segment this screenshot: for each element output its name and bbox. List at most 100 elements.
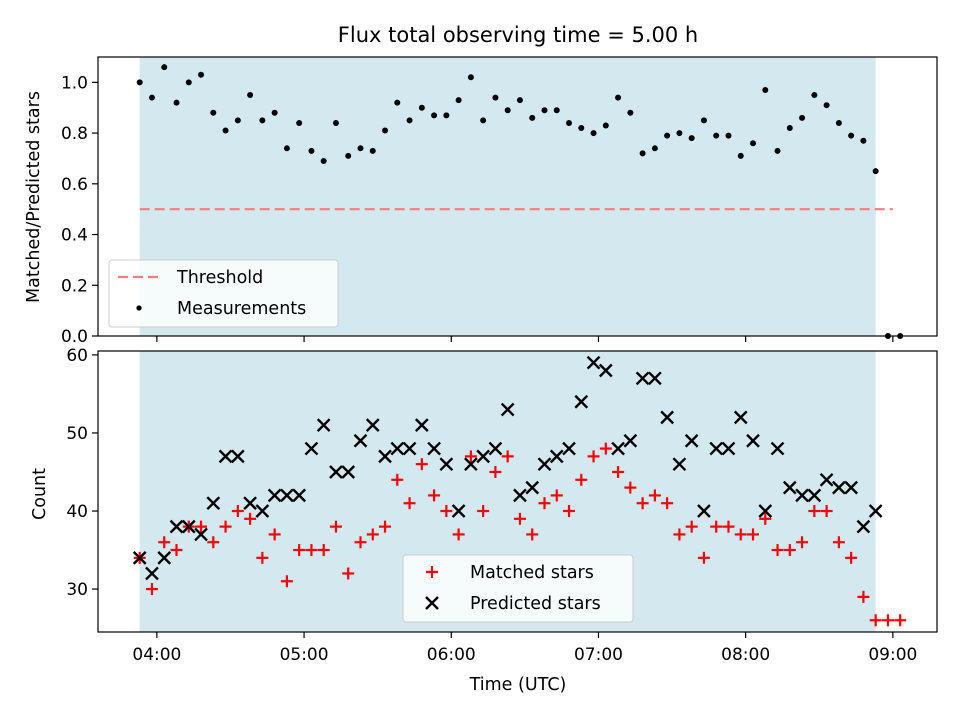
bottom-legend: Matched stars Predicted stars (402, 554, 634, 623)
matched-star-point (293, 544, 306, 557)
predicted-star-point (635, 371, 650, 386)
measurement-point (148, 94, 155, 101)
measurement-point (664, 132, 671, 139)
predicted-star-point (697, 504, 711, 518)
measurement-point (247, 92, 254, 99)
matched-star-point (734, 528, 747, 541)
predicted-star-point (402, 441, 417, 456)
matched-star-point (391, 473, 404, 486)
predicted-star-point (194, 527, 208, 542)
matched-star-point (305, 544, 318, 557)
matched-star-point (158, 536, 171, 549)
measurement-point (737, 152, 744, 159)
predicted-star-point (574, 394, 589, 409)
measurement-point (835, 119, 842, 126)
matched-star-point (857, 590, 870, 603)
top-panel: 0.0 0.2 0.4 0.6 0.8 1.0 Flux total observing … (24, 23, 938, 347)
matched-star-point (550, 489, 563, 502)
legend-matched-swatch (426, 566, 438, 578)
matched-star-point (244, 512, 257, 525)
matched-star-point (452, 528, 465, 541)
x-tick-label: 06:00 (427, 645, 476, 665)
measurement-point (455, 97, 462, 104)
measurement-point (713, 132, 720, 139)
predicted-star-point (316, 418, 331, 433)
measurement-point (320, 157, 327, 164)
measurement-point (872, 168, 879, 175)
matched-star-point (256, 551, 269, 564)
matched-star-point (366, 528, 379, 541)
measurement-point (774, 147, 781, 154)
predicted-star-point (537, 457, 552, 472)
y-tick-label: 0.8 (61, 124, 88, 144)
bottom-plot-frame (97, 350, 938, 633)
matched-star-point (599, 442, 612, 455)
measurement-point (173, 99, 180, 106)
measurement-point (234, 117, 241, 124)
measurement-point (406, 117, 413, 124)
predicted-star-point (267, 488, 282, 503)
legend-measurements-label: Measurements (177, 299, 306, 319)
predicted-star-point (684, 433, 699, 448)
predicted-star-point (157, 550, 172, 565)
predicted-star-point (329, 465, 343, 479)
predicted-star-point (709, 441, 724, 456)
predicted-star-point (243, 496, 257, 511)
predicted-star-point (586, 355, 601, 370)
x-tick-label: 08:00 (721, 645, 770, 665)
measurement-point (615, 94, 622, 101)
measurement-point (504, 107, 511, 114)
measurement-point (786, 125, 793, 132)
matched-star-point (464, 450, 477, 463)
predicted-star-point (145, 566, 159, 581)
predicted-star-point (562, 441, 576, 456)
measurement-point (345, 152, 352, 159)
matched-star-point (354, 536, 367, 549)
matched-star-point (587, 450, 600, 463)
predicted-star-point (770, 441, 785, 456)
predicted-star-point (525, 480, 540, 495)
matched-star-point (329, 520, 342, 533)
predicted-star-point (500, 402, 515, 417)
measurement-point (136, 79, 143, 86)
matched-star-point (796, 536, 809, 549)
matched-star-point (673, 528, 686, 541)
matched-star-point (636, 497, 649, 510)
measurement-point (627, 109, 634, 116)
predicted-star-point (598, 363, 613, 378)
measurement-point (516, 97, 523, 104)
legend-predicted-label: Predicted stars (470, 594, 601, 614)
matched-star-point (845, 551, 858, 564)
matched-star-point (526, 528, 539, 541)
matched-star-point (440, 505, 453, 518)
measurement-point (823, 102, 830, 109)
predicted-star-point (672, 457, 687, 472)
measurement-point (357, 145, 364, 152)
matched-star-point (145, 583, 158, 596)
measurement-point (848, 132, 855, 139)
matched-star-point (710, 520, 723, 533)
measurement-point (860, 137, 867, 144)
predicted-star-point (758, 504, 773, 518)
matched-star-point (379, 520, 392, 533)
measurement-point (369, 147, 376, 154)
y-tick-label: 40 (66, 502, 88, 522)
matched-star-point (231, 505, 244, 518)
predicted-star-point (353, 433, 368, 448)
measurement-point (700, 117, 707, 124)
top-legend: Threshold Measurements (108, 259, 339, 328)
matched-star-point (489, 465, 502, 478)
predicted-star-point (181, 519, 196, 534)
legend-predicted-swatch (425, 596, 439, 610)
measurement-point (210, 109, 217, 116)
x-axis-label: Time (UTC) (469, 675, 567, 695)
predicted-star-point (218, 449, 233, 464)
measurement-point (688, 135, 695, 142)
legend-matched-label: Matched stars (470, 563, 594, 583)
measurement-point (296, 119, 303, 126)
measurement-point (651, 145, 658, 152)
top-y-ticks: 0.0 0.2 0.4 0.6 0.8 1.0 (61, 73, 98, 347)
measurement-point (541, 107, 548, 114)
matched-star-point (624, 481, 637, 494)
